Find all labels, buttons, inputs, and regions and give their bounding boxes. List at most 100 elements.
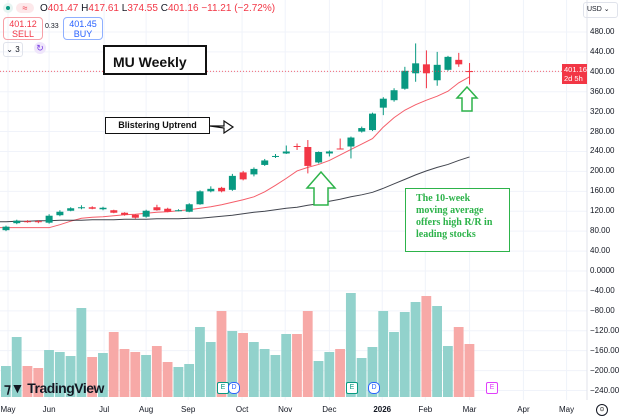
candle-body <box>24 221 32 223</box>
y-tick-label: 400.00 <box>590 66 615 76</box>
candle-body <box>228 175 236 190</box>
volume-bar <box>367 347 378 397</box>
up-arrow-icon <box>305 170 337 206</box>
y-tick-label: 240.00 <box>590 146 615 156</box>
sell-price: 401.12 <box>9 19 37 29</box>
volume-bar <box>410 302 421 397</box>
y-tick-label: 440.00 <box>590 46 615 56</box>
candle-body <box>110 210 118 213</box>
upcoming-earnings-marker[interactable]: E <box>486 382 498 394</box>
candle-body <box>422 64 430 74</box>
volume-bar <box>216 311 227 397</box>
candle-body <box>379 98 387 108</box>
y-tick-label: −40.00 <box>590 285 615 295</box>
market-status-icon[interactable] <box>3 3 13 13</box>
candle-body <box>77 207 85 209</box>
candle-body <box>196 191 204 205</box>
x-tick-label: Apr <box>517 405 530 414</box>
ohlc-readout: O401.47 H417.61 L374.55 C401.16 −11.21 (… <box>40 3 275 14</box>
candle-body <box>121 212 129 215</box>
volume-bar <box>356 358 367 397</box>
x-tick-label: May <box>558 405 575 414</box>
dividend-marker[interactable]: D <box>368 382 380 394</box>
buy-price: 401.45 <box>69 19 97 29</box>
volume-bar <box>173 367 184 397</box>
x-tick-label: Feb <box>418 405 433 414</box>
uptrend-annotation: Blistering Uptrend <box>105 117 210 134</box>
candle-body <box>88 207 96 209</box>
y-tick-label: 80.00 <box>590 226 611 236</box>
earnings-marker[interactable]: E <box>346 382 358 394</box>
y-tick-label: 200.00 <box>590 166 615 176</box>
candle-body <box>304 146 312 166</box>
currency-label: USD <box>587 6 602 13</box>
currency-dropdown[interactable]: USD ⌄ <box>583 2 618 18</box>
sell-label: SELL <box>11 29 35 39</box>
title-annotation: MU Weekly <box>103 45 207 75</box>
volume-bar <box>248 342 259 397</box>
y-tick-label: 280.00 <box>590 126 615 136</box>
buy-label: BUY <box>73 29 93 39</box>
candle-body <box>174 210 182 212</box>
chevron-down-icon: ⌄ <box>6 45 13 54</box>
refresh-icon[interactable]: ↻ <box>34 42 46 54</box>
volume-bar <box>44 350 54 397</box>
volume-bar <box>205 342 216 397</box>
x-tick-label: Oct <box>235 405 249 414</box>
volume-bar <box>195 327 205 397</box>
close-value: 401.16 <box>167 3 199 14</box>
y-tick-label: 360.00 <box>590 86 615 96</box>
delayed-data-icon[interactable]: ≈ <box>16 3 34 13</box>
volume-bar <box>11 337 22 397</box>
candle-body <box>369 113 377 131</box>
candle-body <box>390 90 398 101</box>
buy-button[interactable]: 401.45 BUY <box>63 17 103 40</box>
volume-bar <box>141 355 151 397</box>
y-tick-label: 480.00 <box>590 26 615 36</box>
x-tick-label: Dec <box>322 405 337 414</box>
volume-bar <box>87 357 98 397</box>
candle-body <box>444 56 452 70</box>
candle-body <box>56 211 64 216</box>
candle-body <box>325 151 333 154</box>
volume-bar <box>345 293 356 397</box>
y-tick-label: 0.0000 <box>590 266 615 275</box>
clock-settings-icon[interactable]: ⊙ <box>596 404 608 416</box>
indicators-toggle[interactable]: ⌄ 3 <box>3 42 23 57</box>
volume-bar <box>238 333 248 397</box>
volume-bar <box>22 366 33 397</box>
open-label: O <box>40 3 48 14</box>
volume-bar <box>292 334 302 397</box>
candle-body <box>261 160 269 165</box>
volume-bar <box>108 332 119 397</box>
candle-body <box>153 207 161 211</box>
volume-bar <box>281 334 292 397</box>
tradingview-logo[interactable]: ⁊▼ TradingView <box>4 380 104 397</box>
volume-bar <box>184 364 195 397</box>
high-value: 417.61 <box>88 3 119 14</box>
y-tick-label: −200.00 <box>590 365 620 375</box>
sell-button[interactable]: 401.12 SELL <box>3 17 43 40</box>
candle-body <box>282 151 290 154</box>
y-tick-label: 120.00 <box>590 206 615 216</box>
candle-body <box>466 71 474 73</box>
low-value: 374.55 <box>127 3 158 14</box>
x-tick-label: Sep <box>181 405 196 414</box>
candle-body <box>142 210 150 217</box>
x-tick-label: Aug <box>139 405 154 414</box>
y-tick-label: 160.00 <box>590 186 615 196</box>
volume-bar <box>421 296 432 397</box>
candle-body <box>13 220 21 224</box>
candle-body <box>455 59 463 65</box>
chevron-down-icon: ⌄ <box>603 6 610 13</box>
volume-bar <box>151 346 162 397</box>
dividend-marker[interactable]: D <box>228 382 240 394</box>
volume-bar <box>432 306 442 397</box>
candle-body <box>347 137 355 147</box>
candle-body <box>272 155 279 157</box>
volume-bar <box>399 312 410 397</box>
candle-body <box>412 63 420 74</box>
volume-bar <box>453 327 464 397</box>
